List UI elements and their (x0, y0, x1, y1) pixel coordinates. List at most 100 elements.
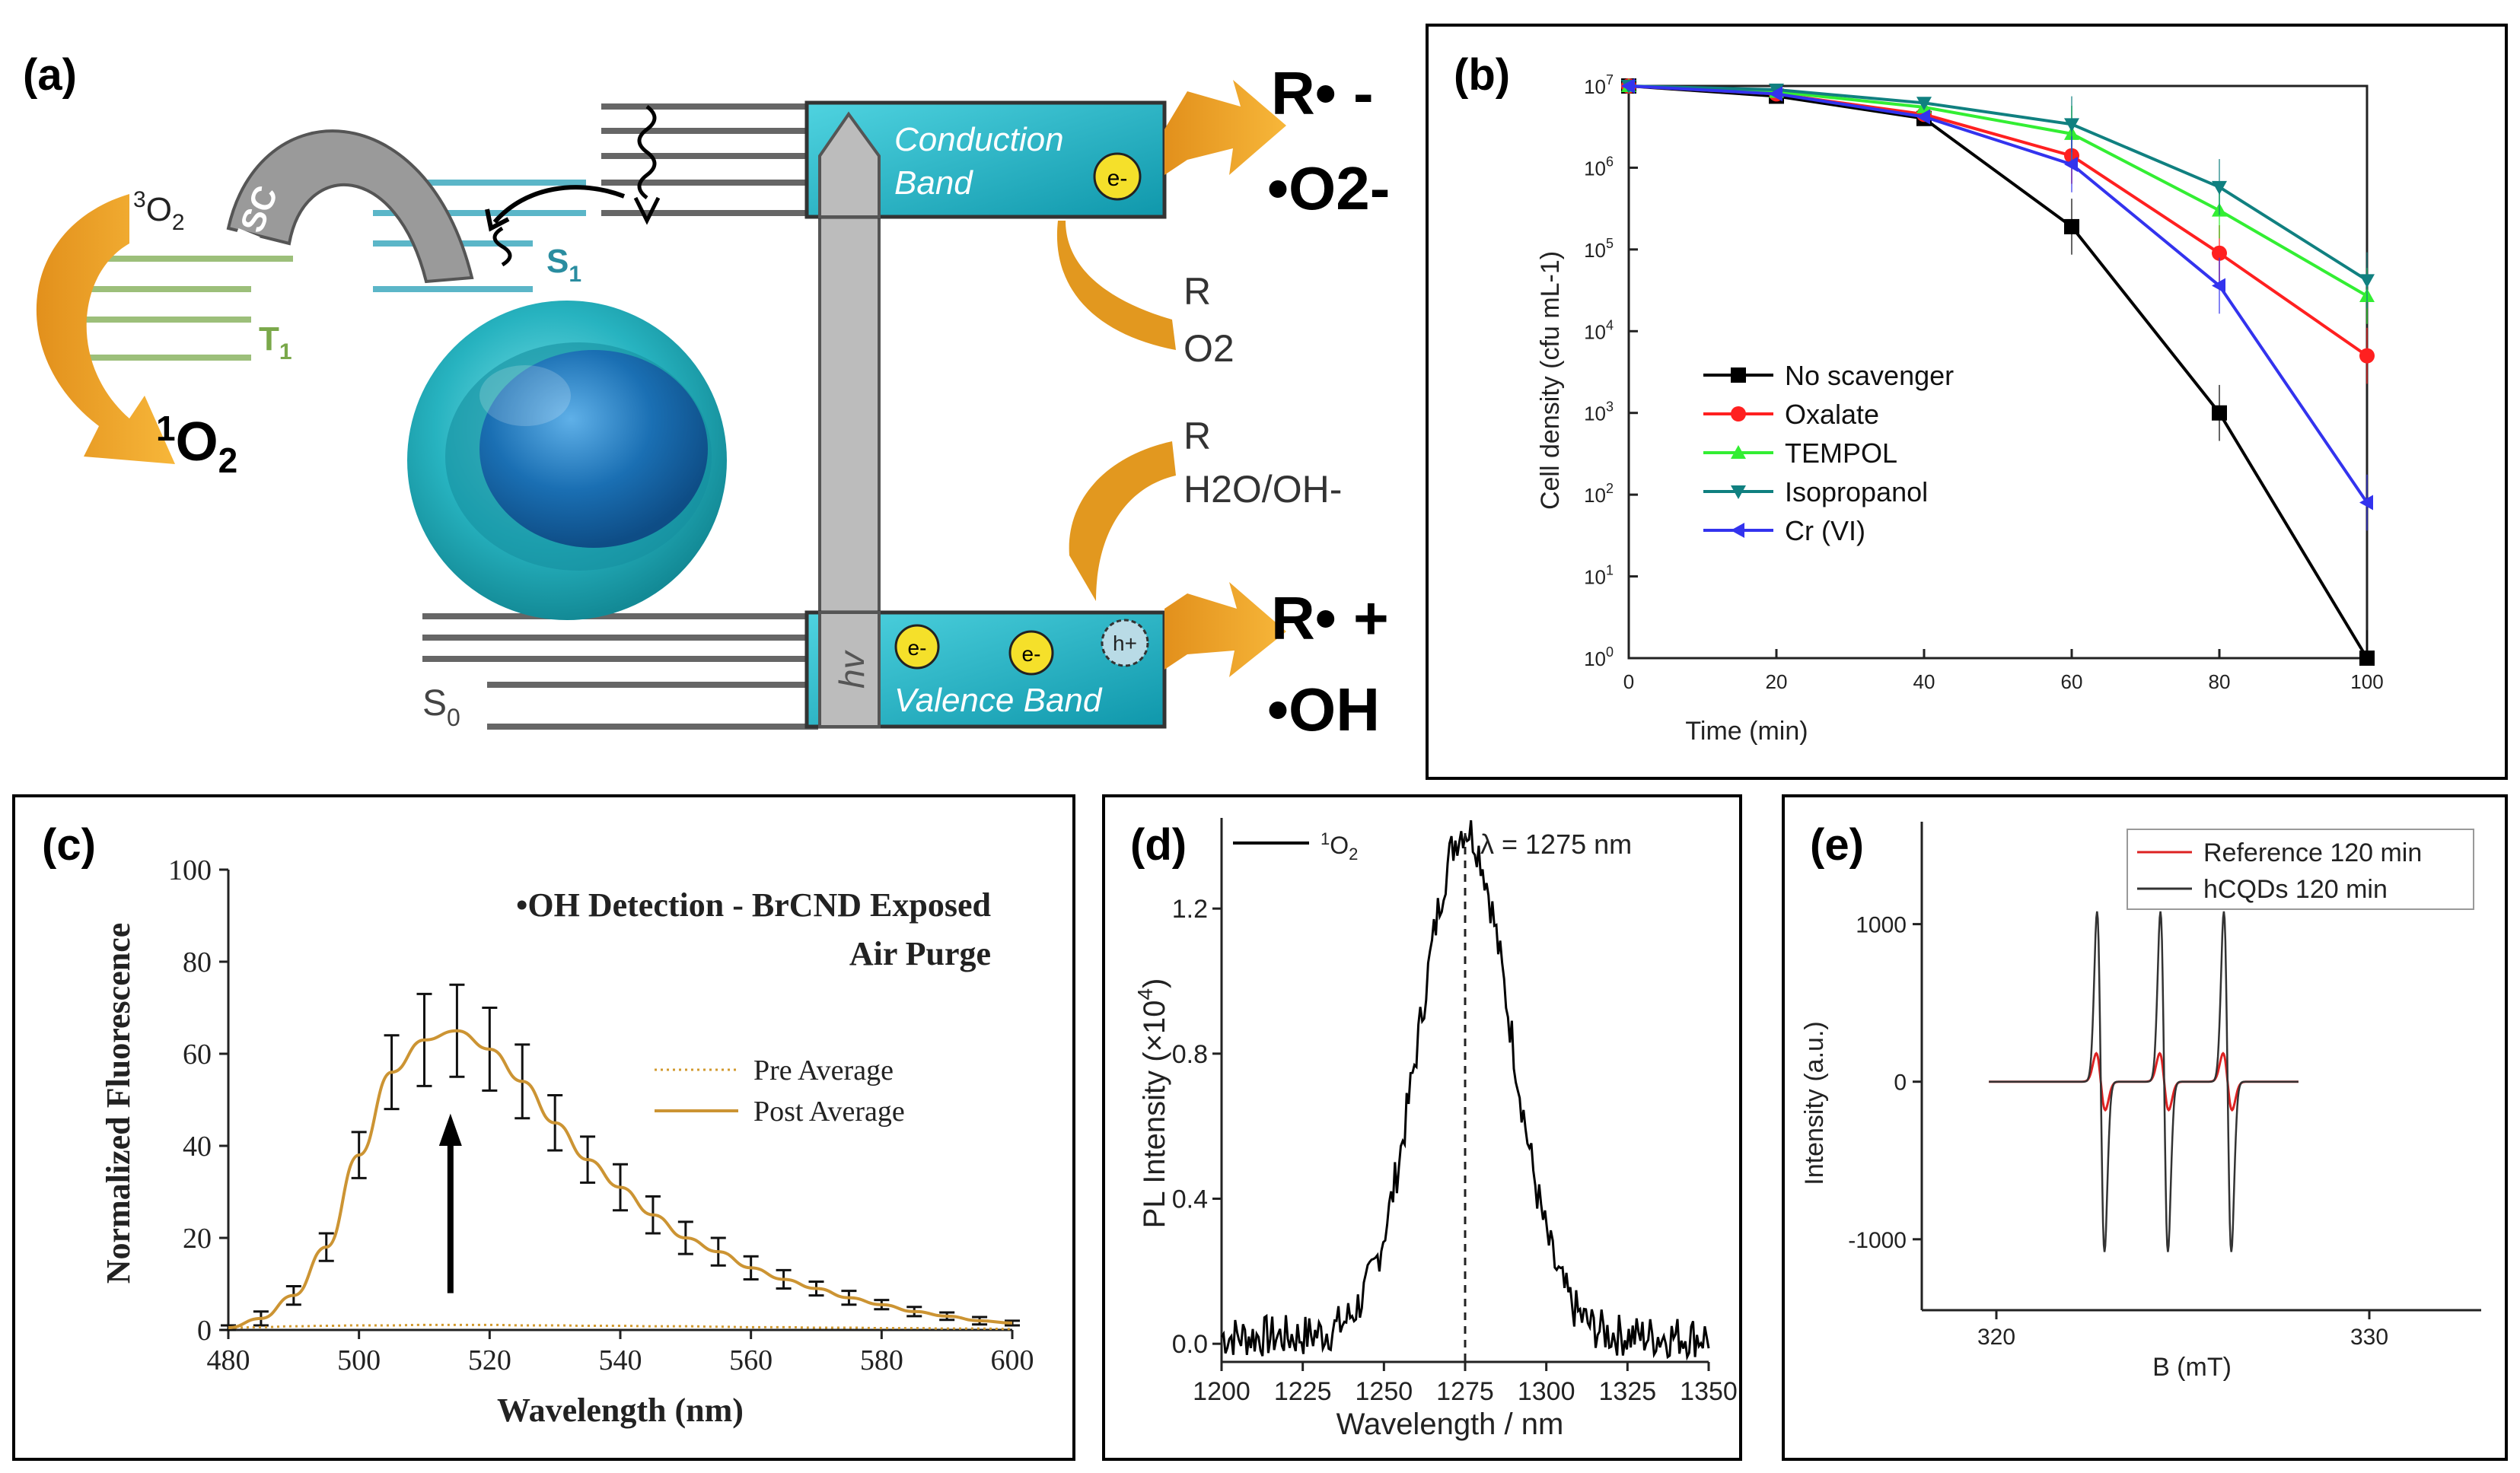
panel-c-letter: (c) (42, 820, 96, 870)
panel-b-data-point (2359, 495, 2373, 511)
cb-reactant-r: R (1184, 270, 1211, 313)
relaxation-arrow-head (633, 196, 661, 225)
panel-b-data-point (1916, 109, 1930, 125)
panel-d-y-tick-label: 0.8 (1172, 1040, 1208, 1069)
panel-b-x-tick-label: 40 (1913, 670, 1935, 693)
valence-band-label: Valence Band (894, 682, 1103, 719)
panel-d-x-tick-label: 1200 (1193, 1377, 1250, 1406)
hv-label-low: hv (832, 649, 871, 689)
panel-b-y-tick-label: 107 (1584, 72, 1614, 98)
panel-e-legend-label: Reference 120 min (2203, 838, 2422, 867)
panel-b-x-tick-label: 60 (2061, 670, 2083, 693)
panel-b-legend-label: Oxalate (1785, 399, 1879, 430)
panel-e-chart: (e) 320 330 -1000 0 1000 Reference 120 min hCQ… (1782, 794, 2508, 1461)
panel-e-y-tick-label: 1000 (1856, 913, 1907, 938)
panel-b-legend-label: Cr (VI) (1785, 515, 1865, 546)
superoxide-label: •O2- (1267, 154, 1390, 222)
panel-c-series-line (228, 1029, 1013, 1329)
electron-cb-icon (1093, 152, 1142, 201)
panel-b-y-tick-label: 102 (1584, 481, 1614, 507)
panel-c-title: •OH Detection - BrCND Exposed (516, 886, 991, 924)
panel-b-x-tick-label: 0 (1623, 670, 1634, 693)
panel-c-legend-label: Pre Average (753, 1055, 894, 1086)
cb-reactant-arrow (1056, 221, 1176, 350)
upper-levels (601, 103, 818, 216)
panel-d-x-axis-label: Wavelength / nm (1336, 1408, 1564, 1441)
oxygen-transfer-arrow (36, 194, 175, 464)
panel-b-series-line (1628, 84, 2369, 358)
panel-b-legend-label: TEMPOL (1785, 437, 1897, 469)
panel-c-plot-area: 480 500 520 540 560 580 600 0 20 40 60 80 100 Pre Ave… (168, 854, 1034, 1376)
panel-b-y-tick-label: 104 (1584, 317, 1614, 343)
panel-b-legend-marker (1731, 523, 1744, 538)
panel-c-increase-arrow-head (438, 1113, 462, 1146)
triplet-oxygen-label: 3O2 (133, 187, 185, 235)
nanoparticle-sphere (407, 301, 727, 620)
panel-d-x-tick-label: 1325 (1599, 1377, 1657, 1406)
panel-b-data-point (1769, 86, 1782, 102)
panel-b-y-tick-label: 101 (1584, 563, 1614, 589)
isc-arrow (226, 129, 474, 284)
panel-c-y-tick-label: 100 (168, 854, 212, 886)
panel-a-energy-diagram: (a) (23, 50, 1390, 743)
electron-vb2-icon (1008, 630, 1054, 676)
panel-e-legend-box (2127, 829, 2474, 910)
panel-b-y-axis-label: Cell density (cfu mL-1) (1536, 251, 1565, 510)
panel-c-frame (12, 794, 1075, 1461)
panel-b-data-point (2212, 278, 2225, 294)
panel-c-x-tick-label: 520 (468, 1344, 511, 1376)
vb-reactant-arrow (1069, 441, 1176, 601)
panel-c-y-axis-label: Normalized Fluorescence (100, 923, 137, 1284)
panel-b-plot-area: 0 20 40 60 80 100 100 101 102 103 104 105 106 107 No s… (1584, 72, 2384, 693)
panel-b-x-tick-label: 20 (1766, 670, 1788, 693)
panel-d-legend-label: 1O2 (1321, 829, 1358, 864)
vb-product-arrow (1164, 582, 1286, 677)
panel-b-y-tick-label: 106 (1584, 154, 1614, 180)
relaxation-wavy-arrow (637, 105, 657, 199)
panel-b-data-point (2212, 180, 2227, 195)
panel-d-x-tick-label: 1300 (1518, 1377, 1575, 1406)
panel-e-legend-label: hCQDs 120 min (2203, 875, 2388, 904)
transfer-curved-arrow (492, 185, 626, 224)
panel-c-legend-label: Post Average (753, 1096, 905, 1128)
panel-b-data-point (2212, 405, 2227, 421)
panel-e-y-axis-label: Intensity (a.u.) (1800, 1021, 1829, 1185)
panel-b-legend-label: No scavenger (1785, 360, 1954, 391)
electron-vb1-icon (894, 624, 940, 670)
panel-d-peak-label: λ = 1275 nm (1480, 829, 1632, 860)
panel-b-legend-marker (1731, 367, 1746, 383)
panel-c-y-tick-label: 20 (183, 1223, 212, 1255)
vb-reactant-water: H2O/OH- (1184, 468, 1342, 511)
panel-c-chart: (c) 480 500 520 540 560 580 600 0 20 40 60 80 100 Pre… (12, 794, 1075, 1461)
panel-b-data-point (1621, 78, 1635, 94)
hydroxyl-radical-label: •OH (1267, 676, 1380, 743)
panel-b-x-axis-label: Time (min) (1685, 717, 1808, 746)
panel-b-data-point (2359, 651, 2375, 666)
panel-b-data-point (2064, 118, 2079, 132)
panel-c-x-tick-label: 540 (599, 1344, 642, 1376)
panel-b-data-point (2359, 274, 2375, 288)
panel-d-x-tick-label: 1225 (1274, 1377, 1332, 1406)
cb-product-arrow (1164, 80, 1286, 175)
panel-b-data-point (2212, 245, 2227, 261)
panel-e-frame (1782, 794, 2508, 1461)
panel-d-x-tick-label: 1275 (1436, 1377, 1494, 1406)
panel-b-legend-label: Isopropanol (1785, 476, 1928, 507)
electron-vb1-label: e- (908, 636, 927, 660)
panel-b-x-tick-label: 80 (2209, 670, 2231, 693)
panel-d-chart: (d) 1200 1225 1250 1275 1300 1325 1350 0.0 0.4 0.… (1102, 794, 1742, 1461)
hole-icon (1101, 619, 1149, 667)
s0-label: S0 (422, 683, 460, 731)
s0-levels (422, 613, 818, 730)
cb-product-radical-anion: R• - (1271, 59, 1374, 127)
panel-b-data-point (2359, 348, 2375, 364)
panel-d-x-tick-label: 1250 (1356, 1377, 1413, 1406)
panel-d-x-tick-label: 1350 (1680, 1377, 1738, 1406)
panel-e-x-tick-label: 330 (2350, 1325, 2388, 1350)
electron-vb2-label: e- (1022, 642, 1041, 666)
panel-c-x-axis-label: Wavelength (nm) (497, 1392, 744, 1429)
panel-d-letter: (d) (1130, 820, 1187, 870)
panel-c-x-tick-label: 480 (207, 1344, 250, 1376)
panel-b-legend-marker (1731, 406, 1746, 422)
panel-d-y-tick-label: 1.2 (1172, 895, 1208, 924)
